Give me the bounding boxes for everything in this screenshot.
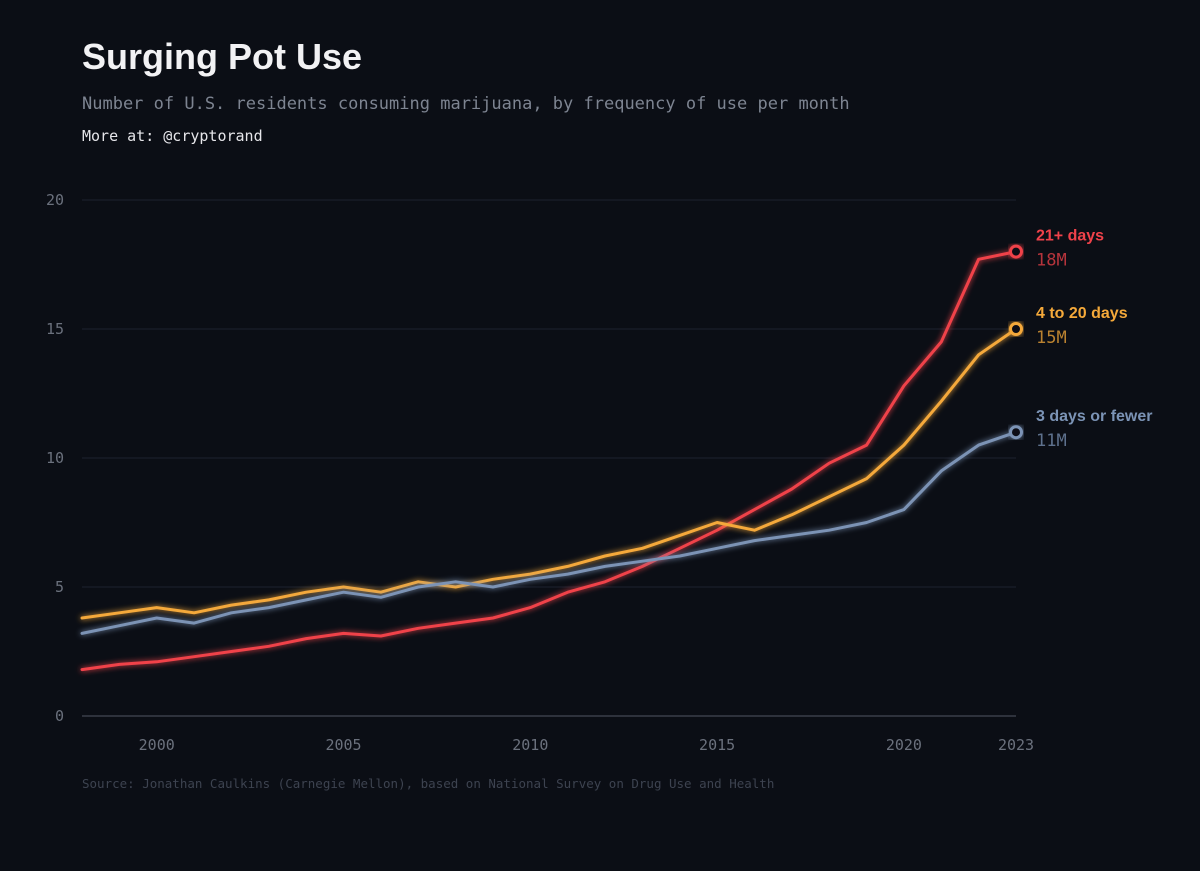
chart-subtitle: Number of U.S. residents consuming marij… xyxy=(82,94,850,114)
series-name-label-2: 3 days or fewer xyxy=(1036,408,1153,425)
x-tick-label: 2005 xyxy=(325,736,361,754)
series-name-label-1: 4 to 20 days xyxy=(1036,305,1128,322)
x-tick-label: 2020 xyxy=(886,736,922,754)
x-tick-label: 2010 xyxy=(512,736,548,754)
y-tick-label: 5 xyxy=(55,578,64,596)
y-tick-label: 0 xyxy=(55,707,64,725)
series-endpoint-1 xyxy=(1009,322,1023,336)
series-name-label-0: 21+ days xyxy=(1036,228,1104,245)
y-tick-label: 15 xyxy=(46,320,64,338)
series-line-2 xyxy=(80,430,1018,635)
series-value-label-2: 11M xyxy=(1036,431,1067,451)
axes: 0 5 10 15 20 2000 2005 2010 2015 2020 2023 xyxy=(46,191,1034,754)
y-tick-label: 10 xyxy=(46,449,64,467)
source-note: Source: Jonathan Caulkins (Carnegie Mell… xyxy=(82,776,775,791)
series-endpoint-0 xyxy=(1009,244,1023,259)
series-labels: 21+ days 18M 4 to 20 days 15M 3 days or fewe… xyxy=(1036,228,1153,452)
chart-title: Surging Pot Use xyxy=(82,36,363,77)
series-line-0 xyxy=(80,250,1018,672)
x-tick-label: 2023 xyxy=(998,736,1034,754)
x-tick-label: 2015 xyxy=(699,736,735,754)
series-line-1 xyxy=(80,327,1018,620)
y-tick-label: 20 xyxy=(46,191,64,209)
series-value-label-0: 18M xyxy=(1036,251,1067,271)
series-lines xyxy=(80,244,1023,672)
series-value-label-1: 15M xyxy=(1036,328,1067,348)
series-endpoint-2 xyxy=(1009,425,1023,440)
grid-lines xyxy=(82,199,1016,717)
credit-line: More at: @cryptorand xyxy=(82,127,263,145)
x-tick-label: 2000 xyxy=(139,736,175,754)
